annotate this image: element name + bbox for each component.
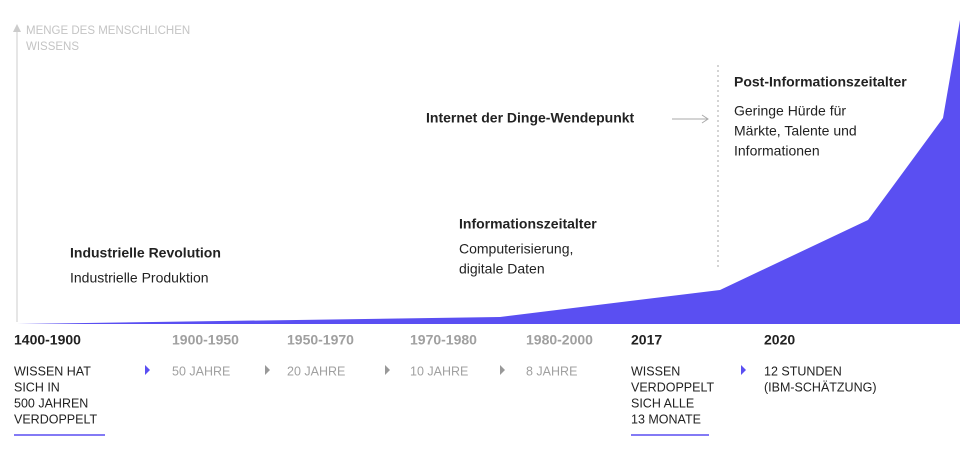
- period-text: 13 MONATE: [631, 412, 701, 426]
- chevron: [741, 365, 746, 375]
- period-text: VERDOPPELT: [631, 380, 714, 394]
- annotation-title: Internet der Dinge-Wendepunkt: [426, 110, 635, 126]
- chevron: [265, 365, 270, 375]
- period-text: 500 JAHREN: [14, 396, 88, 410]
- axis-arrow: [13, 24, 21, 32]
- chevron: [385, 365, 390, 375]
- annotation-text: Informationen: [734, 143, 820, 159]
- content: MENGE DES MENSCHLICHEN WISSENS Industriell…: [14, 25, 907, 436]
- period-text: 10 JAHRE: [410, 364, 468, 378]
- period: 1970-1980: [410, 332, 477, 348]
- chevron: [500, 365, 505, 375]
- annotation-title: Post-Informationszeitalter: [734, 74, 907, 90]
- annotation-title: Industrielle Revolution: [70, 245, 221, 261]
- annotation-text: Geringe Hürde für: [734, 103, 846, 119]
- axis-label: WISSENS: [26, 41, 79, 53]
- period-text: VERDOPPELT: [14, 412, 97, 426]
- period-text: WISSEN: [631, 364, 680, 378]
- annotation-text: Computerisierung,: [459, 241, 573, 257]
- period: 1400-1900: [14, 332, 81, 348]
- period-text: 50 JAHRE: [172, 364, 230, 378]
- annotation-title: Informationszeitalter: [459, 216, 597, 232]
- period: 1980-2000: [526, 332, 593, 348]
- axis-label: MENGE DES MENSCHLICHEN: [26, 25, 190, 37]
- period-text: SICH IN: [14, 380, 60, 394]
- period-text: SICH ALLE: [631, 396, 694, 410]
- period-text: WISSEN HAT: [14, 364, 91, 378]
- arrow-head: [701, 114, 709, 124]
- annotation-text: Industrielle Produktion: [70, 270, 209, 286]
- annotation-text: Märkte, Talente und: [734, 123, 857, 139]
- period-text: (IBM-SCHÄTZUNG): [764, 380, 877, 394]
- period: 2017: [631, 332, 662, 348]
- period: 2020: [764, 332, 795, 348]
- knowledge-curve: [17, 20, 960, 324]
- period-text: 12 STUNDEN: [764, 364, 842, 378]
- period-text: 8 JAHRE: [526, 364, 577, 378]
- chevron: [145, 365, 150, 375]
- period: 1900-1950: [172, 332, 239, 348]
- annotation-text: digitale Daten: [459, 261, 545, 277]
- period: 1950-1970: [287, 332, 354, 348]
- period-text: 20 JAHRE: [287, 364, 345, 378]
